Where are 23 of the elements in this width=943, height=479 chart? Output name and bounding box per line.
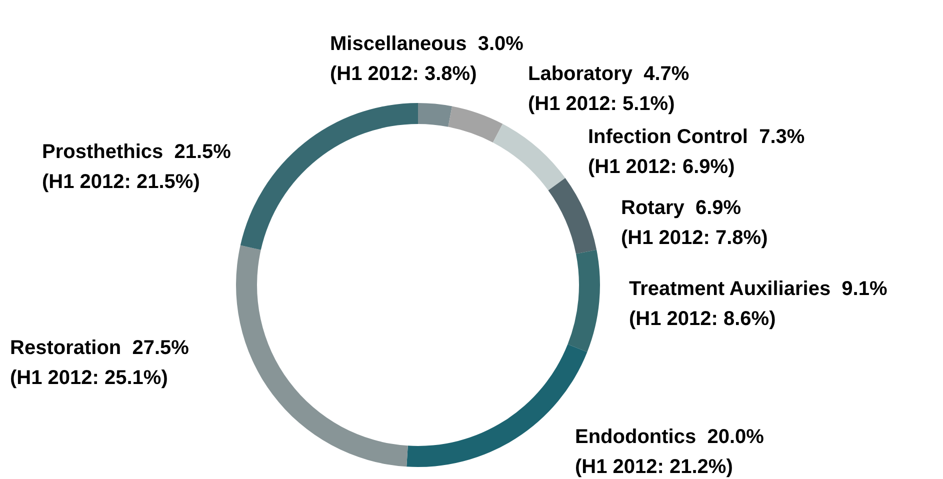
slice-label: Rotary 6.9% bbox=[621, 197, 742, 219]
slice-label: Treatment Auxiliaries 9.1% bbox=[629, 278, 888, 300]
donut-slice bbox=[418, 103, 452, 127]
text: (H1 2012: 21.2%) bbox=[575, 456, 733, 478]
slice-label: Infection Control 7.3% bbox=[588, 126, 805, 148]
slice-label: Endodontics 20.0% bbox=[575, 426, 764, 448]
text: (H1 2012: 7.8%) bbox=[621, 227, 768, 249]
text: (H1 2012: 21.5%) bbox=[42, 171, 200, 193]
slice-label: Prosthethics 21.5% bbox=[42, 141, 232, 163]
text: (H1 2012: 5.1%) bbox=[528, 93, 675, 115]
text: (H1 2012: 3.8%) bbox=[330, 63, 477, 85]
donut-slice bbox=[548, 178, 597, 254]
donut-slice bbox=[448, 106, 503, 142]
text: (H1 2012: 25.1%) bbox=[10, 367, 168, 389]
slice-label: Restoration 27.5% bbox=[10, 337, 190, 359]
donut-slice bbox=[240, 103, 418, 250]
text: (H1 2012: 8.6%) bbox=[629, 308, 776, 330]
donut-slice bbox=[236, 245, 408, 467]
slice-label: Miscellaneous 3.0% bbox=[330, 33, 524, 55]
donut-slice bbox=[568, 250, 600, 352]
slice-label: Laboratory 4.7% bbox=[528, 63, 690, 85]
donut-slice bbox=[492, 124, 566, 190]
text: (H1 2012: 6.9%) bbox=[588, 156, 735, 178]
